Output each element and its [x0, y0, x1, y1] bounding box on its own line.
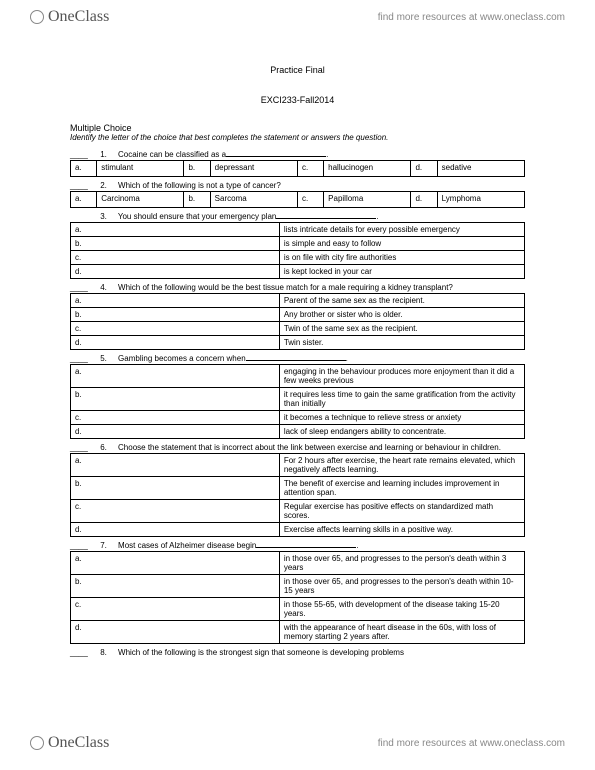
q5-c: it becomes a technique to relieve stress…	[279, 411, 524, 425]
q7-text: Most cases of Alzheimer disease begin	[118, 541, 256, 550]
page-header: OneClass find more resources at www.onec…	[0, 0, 595, 35]
q1-text: Cocaine can be classified as a	[118, 150, 226, 159]
q4-c: Twin of the same sex as the recipient.	[279, 322, 524, 336]
q3-a: lists intricate details for every possib…	[279, 223, 524, 237]
q1-options: a. stimulant b. depressant c. hallucinog…	[70, 160, 525, 177]
q4-a: Parent of the same sex as the recipient.	[279, 294, 524, 308]
q7-num: 7.	[100, 541, 107, 550]
q1-num: 1.	[100, 150, 107, 159]
q3-b: is simple and easy to follow	[279, 237, 524, 251]
q5-num: 5.	[100, 354, 107, 363]
q2-options: a. Carcinoma b. Sarcoma c. Papilloma d. …	[70, 191, 525, 208]
doc-title-2: EXCI233-Fall2014	[70, 95, 525, 105]
q4-options: a.Parent of the same sex as the recipien…	[70, 293, 525, 350]
q4-num: 4.	[100, 283, 107, 292]
q6-d: Exercise affects learning skills in a po…	[279, 523, 524, 537]
brand-text-footer: OneClass	[48, 734, 109, 752]
resource-link-bottom: find more resources at www.oneclass.com	[378, 738, 565, 749]
q1-d: sedative	[437, 161, 524, 177]
q6-c: Regular exercise has positive effects on…	[279, 500, 524, 523]
q8-line: ____ 8. Which of the following is the st…	[70, 648, 525, 657]
opt-c-label: c.	[297, 161, 323, 177]
q2-d: Lymphoma	[437, 192, 524, 208]
q5-b: it requires less time to gain the same g…	[279, 388, 524, 411]
q3-line: 3. You should ensure that your emergency…	[70, 212, 525, 221]
q1-c: hallucinogen	[324, 161, 411, 177]
q4-text: Which of the following would be the best…	[118, 283, 453, 292]
q7-d: with the appearance of heart disease in …	[279, 621, 524, 644]
q4-d: Twin sister.	[279, 336, 524, 350]
q5-text: Gambling becomes a concern when	[118, 354, 246, 363]
q2-text: Which of the following is not a type of …	[118, 181, 281, 190]
q2-num: 2.	[100, 181, 107, 190]
q5-d: lack of sleep endangers ability to conce…	[279, 425, 524, 439]
q3-d: is kept locked in your car	[279, 265, 524, 279]
opt-b-label: b.	[184, 161, 210, 177]
q7-options: a.in those over 65, and progresses to th…	[70, 551, 525, 644]
logo: OneClass	[30, 8, 109, 26]
q3-text: You should ensure that your emergency pl…	[118, 212, 276, 221]
brand-text: OneClass	[48, 8, 109, 26]
q5-line: ____ 5. Gambling becomes a concern when.	[70, 354, 525, 363]
q5-options: a.engaging in the behaviour produces mor…	[70, 364, 525, 439]
q2-a: Carcinoma	[97, 192, 184, 208]
q8-text: Which of the following is the strongest …	[118, 648, 404, 657]
q7-b: in those over 65, and progresses to the …	[279, 575, 524, 598]
circle-icon	[30, 10, 44, 24]
q6-text: Choose the statement that is incorrect a…	[118, 443, 501, 452]
q1-line: ____ 1. Cocaine can be classified as a.	[70, 150, 525, 159]
q2-b: Sarcoma	[210, 192, 297, 208]
q4-line: ____ 4. Which of the following would be …	[70, 283, 525, 292]
q1-a: stimulant	[97, 161, 184, 177]
q4-b: Any brother or sister who is older.	[279, 308, 524, 322]
q6-b: The benefit of exercise and learning inc…	[279, 477, 524, 500]
opt-d-label: d.	[411, 161, 437, 177]
q2-line: ____ 2. Which of the following is not a …	[70, 181, 525, 190]
q6-options: a.For 2 hours after exercise, the heart …	[70, 453, 525, 537]
q3-c: is on file with city fire authorities	[279, 251, 524, 265]
q1-b: depressant	[210, 161, 297, 177]
document-body: Practice Final EXCI233-Fall2014 Multiple…	[0, 35, 595, 657]
q5-a: engaging in the behaviour produces more …	[279, 365, 524, 388]
q6-line: ____ 6. Choose the statement that is inc…	[70, 443, 525, 452]
section-heading: Multiple Choice	[70, 123, 525, 133]
instruction-text: Identify the letter of the choice that b…	[70, 133, 525, 142]
q7-a: in those over 65, and progresses to the …	[279, 552, 524, 575]
q8-num: 8.	[100, 648, 107, 657]
q6-a: For 2 hours after exercise, the heart ra…	[279, 454, 524, 477]
opt-a-label: a.	[71, 161, 97, 177]
resource-link-top: find more resources at www.oneclass.com	[378, 12, 565, 23]
circle-icon	[30, 736, 44, 750]
q7-c: in those 55-65, with development of the …	[279, 598, 524, 621]
q6-num: 6.	[100, 443, 107, 452]
q3-num: 3.	[100, 212, 107, 221]
doc-title-1: Practice Final	[70, 65, 525, 75]
page-footer: OneClass find more resources at www.onec…	[0, 726, 595, 760]
q7-line: ____ 7. Most cases of Alzheimer disease …	[70, 541, 525, 550]
q3-options: a.lists intricate details for every poss…	[70, 222, 525, 279]
q2-c: Papilloma	[324, 192, 411, 208]
logo-footer: OneClass	[30, 734, 109, 752]
